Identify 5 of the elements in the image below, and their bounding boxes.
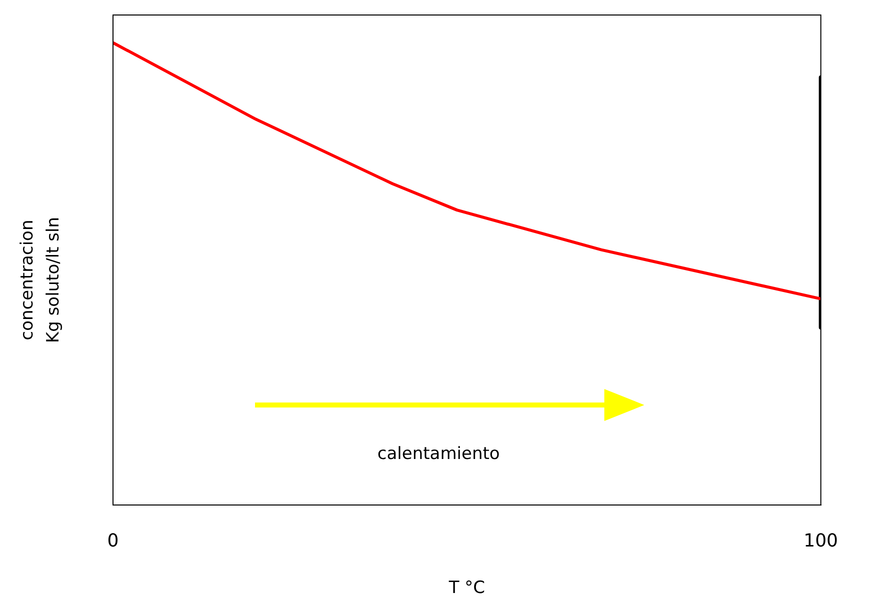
x-axis-title: T °C [448,578,485,598]
x-tick-label: 100 [804,530,838,552]
y-axis-title: concentracion Kg soluto/lt sln [17,216,64,344]
x-tick-label: 0 [107,530,119,552]
annotation: calentamiento [377,444,500,464]
